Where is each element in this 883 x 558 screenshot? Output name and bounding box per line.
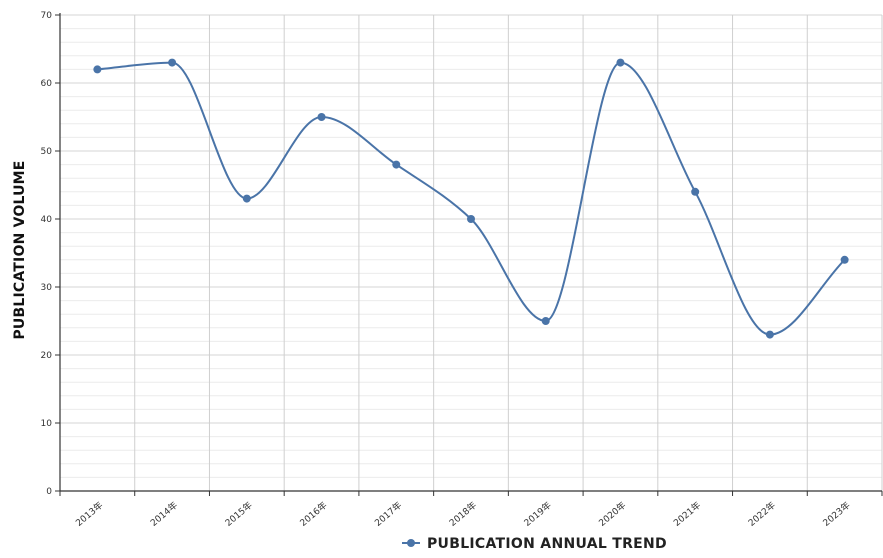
data-point [242, 194, 251, 203]
grid-lines [59, 14, 883, 492]
legend-marker-icon [407, 539, 415, 547]
data-point [392, 160, 401, 169]
x-tick-label: 2015年 [223, 499, 255, 529]
data-point [541, 317, 550, 325]
y-tick-label: 50 [41, 147, 53, 157]
y-tick-label: 30 [41, 283, 53, 293]
legend-label: PUBLICATION ANNUAL TREND [427, 536, 667, 552]
x-tick-label: 2023年 [820, 499, 852, 529]
data-point [840, 255, 849, 264]
x-tick-label: 2013年 [73, 499, 105, 529]
y-tick-label: 60 [41, 79, 53, 89]
x-tick-label: 2016年 [297, 499, 329, 529]
y-tick-label: 10 [41, 419, 53, 429]
x-tick-label: 2019年 [522, 499, 554, 529]
data-point [168, 58, 177, 67]
y-axis-label: PUBLICATION VOLUME [12, 160, 28, 339]
y-tick-label: 0 [46, 487, 52, 497]
x-tick-label: 2018年 [447, 499, 479, 529]
x-tick-label: 2022年 [746, 499, 778, 529]
data-point [616, 58, 625, 67]
data-point [765, 330, 774, 339]
y-tick-label: 40 [41, 215, 53, 225]
data-point [317, 113, 326, 121]
data-point [467, 215, 475, 223]
legend[interactable]: PUBLICATION ANNUAL TREND [402, 536, 667, 552]
data-point [691, 187, 700, 196]
axes [55, 13, 883, 496]
series-line [97, 61, 846, 336]
data-point [93, 65, 102, 74]
x-tick-label: 2020年 [596, 499, 628, 529]
x-tick-label: 2014年 [148, 499, 180, 529]
y-tick-label: 70 [41, 11, 53, 21]
y-tick-label: 20 [41, 351, 53, 361]
x-tick-labels: 2013年 2014年 2015年 2016年 2017年 2018年 2019年 2020年… [73, 499, 852, 529]
series-publication-trend [93, 58, 849, 339]
y-tick-labels: 0 10 20 30 40 50 60 70 [41, 11, 53, 497]
x-tick-label: 2021年 [671, 499, 703, 529]
x-tick-label: 2017年 [372, 499, 404, 529]
